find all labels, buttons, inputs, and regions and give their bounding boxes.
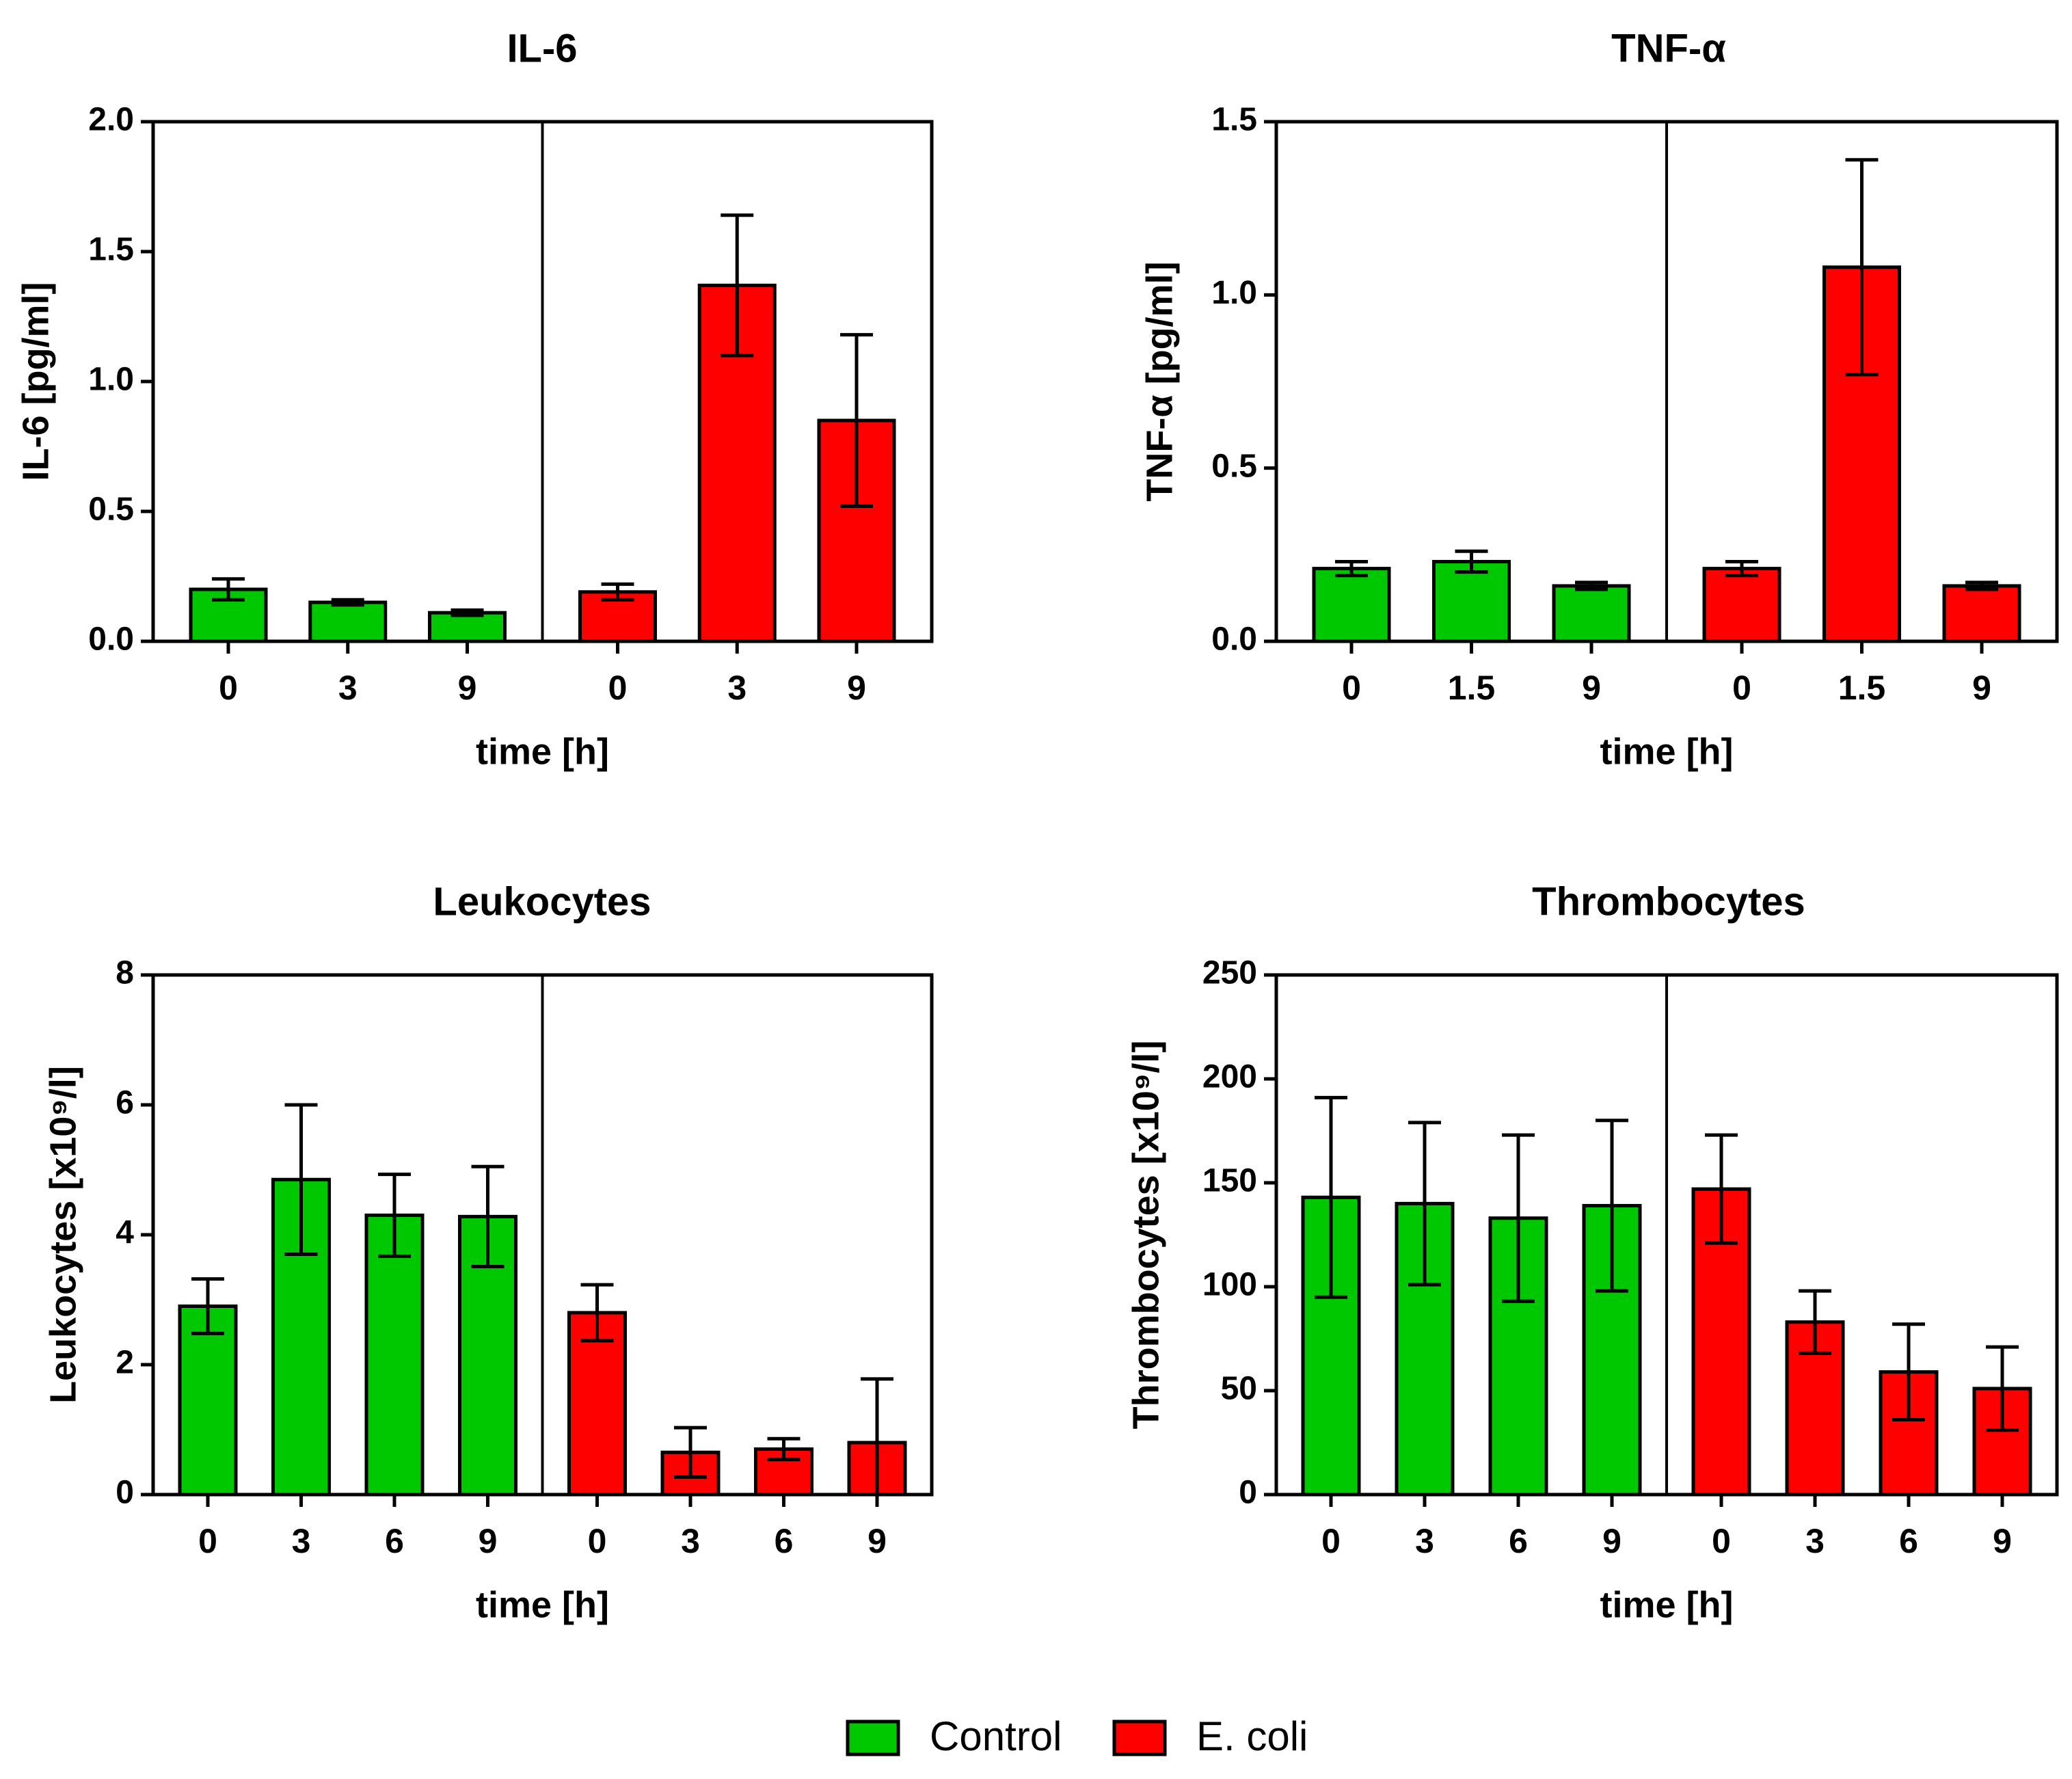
legend-swatch-control [846,1720,900,1756]
y-tick-label: 0 [116,1475,134,1511]
x-tick-label: 3 [681,1522,700,1560]
chart-panel-tnf-: TNF-α TNF-α [pg/ml] 0.0 0.5 1.0 1.5 0 1.5 9 0 1.5 9… [1139,26,2059,772]
x-tick-label: 9 [479,1522,498,1560]
x-tick-label: 6 [1509,1522,1528,1560]
legend-label-e-coli: E. coli [1196,1713,1308,1759]
y-tick-label: 1.0 [88,362,134,398]
x-tick-label: 0 [608,669,628,707]
bar-control-3 [308,600,388,643]
x-tick-label: 1.5 [1838,669,1886,707]
bar-e-coli-0 [1702,567,1781,643]
x-tick-label: 6 [775,1522,794,1560]
x-tick-label: 0 [1712,1522,1731,1560]
y-tick-label: 0.0 [88,621,134,658]
x-tick-label: 0 [1342,669,1361,707]
x-tick-label: 0 [219,669,238,707]
x-tick-label: 6 [1899,1522,1918,1560]
x-tick-label: 3 [727,669,746,707]
y-tick-label: 0.5 [1211,448,1257,484]
x-tick-label: 6 [385,1522,404,1560]
x-tick-label: 9 [1972,669,1991,707]
bar-control-6 [364,1214,425,1497]
y-tick-label: 4 [116,1215,134,1251]
x-tick-label: 3 [1805,1522,1825,1560]
bar-control-0 [178,1305,238,1497]
x-tick-label: 9 [847,669,866,707]
y-tick-label: 1.0 [1211,275,1257,311]
x-axis-label: time [h] [1600,731,1734,772]
x-tick-label: 0 [588,1522,607,1560]
x-tick-label: 0 [1321,1522,1341,1560]
legend-swatch-e-coli [1112,1720,1167,1756]
chart-title: Leukocytes [433,879,651,924]
y-tick-label: 200 [1202,1059,1257,1095]
y-tick-label: 2.0 [88,102,134,138]
chart-panel-leukocytes: Leukocytes Leukocytes [x10⁹/l] 0 2 4 6 8 0 3 6 9 0 3… [42,879,934,1625]
chart-title: TNF-α [1611,26,1726,70]
bar-control-9 [1552,584,1631,643]
y-tick-label: 1.5 [1211,102,1257,138]
y-axis-label: TNF-α [pg/ml] [1139,261,1180,501]
y-tick-label: 250 [1202,955,1257,991]
chart-title: Thrombocytes [1532,879,1805,924]
y-axis-label: Thrombocytes [x10⁹/l] [1125,1041,1166,1430]
legend-label-control: Control [930,1713,1062,1759]
bar-e-coli-9 [1942,584,2021,643]
x-tick-label: 3 [1415,1522,1434,1560]
x-tick-label: 9 [1602,1522,1622,1560]
chart-panel-thrombocytes: Thrombocytes Thrombocytes [x10⁹/l] 0 50 100 1… [1125,879,2059,1625]
x-tick-label: 9 [867,1522,887,1560]
y-tick-label: 0.5 [88,492,134,528]
x-axis-label: time [h] [476,731,609,772]
x-tick-label: 9 [458,669,477,707]
x-tick-label: 0 [1732,669,1751,707]
y-axis-label: IL-6 [pg/ml] [15,282,56,481]
y-axis-label: Leukocytes [x10⁹/l] [42,1066,83,1404]
x-tick-label: 9 [1582,669,1601,707]
y-tick-label: 150 [1202,1163,1257,1199]
x-tick-label: 1.5 [1448,669,1496,707]
y-tick-label: 0.0 [1211,621,1257,658]
x-tick-label: 9 [1993,1522,2012,1560]
y-tick-label: 1.5 [88,232,134,268]
bar-control-0 [1312,567,1391,643]
chart-panel-il-6: IL-6 IL-6 [pg/ml] 0.0 0.5 1.0 1.5 2.0 0 3 9 0 3 9 tim… [15,26,934,772]
x-axis-label: time [h] [1600,1584,1734,1625]
y-tick-label: 8 [116,955,134,991]
x-tick-label: 3 [338,669,358,707]
chart-title: IL-6 [507,26,577,70]
x-axis-label: time [h] [476,1584,609,1625]
y-tick-label: 2 [116,1345,134,1381]
legend: Control E. coli [846,1713,1308,1759]
y-tick-label: 50 [1221,1371,1257,1407]
x-tick-label: 0 [198,1522,217,1560]
y-tick-label: 6 [116,1085,134,1121]
y-tick-label: 100 [1202,1267,1257,1303]
bar-e-coli-0 [567,1311,627,1497]
y-tick-label: 0 [1239,1475,1257,1511]
x-tick-label: 3 [292,1522,311,1560]
